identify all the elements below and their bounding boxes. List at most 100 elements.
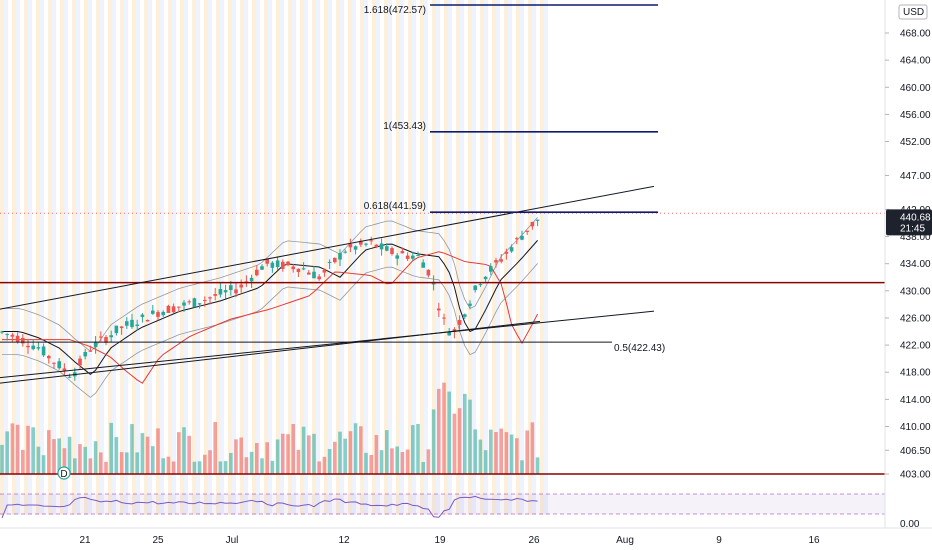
candle-body bbox=[447, 332, 451, 336]
candle-body bbox=[535, 219, 540, 221]
candle-body bbox=[327, 261, 332, 263]
session-stripe bbox=[8, 0, 12, 515]
volume-bar bbox=[218, 461, 223, 474]
moving-average-line bbox=[2, 251, 539, 384]
rsi-band bbox=[0, 494, 885, 514]
volume-bar bbox=[400, 452, 405, 474]
y-tick-label: 422.00 bbox=[900, 341, 931, 352]
session-stripe bbox=[316, 0, 320, 515]
candle-body bbox=[15, 335, 20, 343]
candle-body bbox=[135, 324, 139, 327]
session-stripe bbox=[420, 0, 424, 515]
y-tick-label: 406.50 bbox=[900, 446, 931, 457]
volume-bar bbox=[520, 460, 524, 474]
session-stripe bbox=[484, 0, 488, 515]
volume-bar bbox=[26, 425, 30, 474]
x-tick-label: 16 bbox=[808, 535, 820, 546]
volume-bar bbox=[535, 457, 540, 474]
candle-body bbox=[478, 284, 483, 286]
volume-bar bbox=[130, 424, 134, 474]
session-stripe bbox=[4, 0, 8, 515]
session-stripe bbox=[384, 0, 388, 515]
session-stripe bbox=[116, 0, 120, 515]
candle-body bbox=[255, 269, 259, 276]
session-stripe bbox=[344, 0, 348, 515]
y-tick-label: 430.00 bbox=[900, 286, 931, 297]
volume-bar bbox=[140, 433, 145, 474]
session-stripe bbox=[332, 0, 336, 515]
session-stripe bbox=[328, 0, 332, 515]
session-stripe bbox=[468, 0, 472, 515]
candle-body bbox=[317, 276, 321, 280]
session-stripe bbox=[108, 0, 112, 515]
session-stripe bbox=[500, 0, 504, 515]
candle-body bbox=[213, 294, 217, 296]
volume-bar bbox=[364, 452, 368, 474]
session-stripe bbox=[516, 0, 520, 515]
session-stripe bbox=[24, 0, 28, 515]
candle-body bbox=[151, 310, 155, 314]
rsi-line bbox=[1, 495, 538, 519]
volume-bar bbox=[421, 461, 425, 474]
candle-body bbox=[31, 345, 35, 350]
session-stripe bbox=[56, 0, 60, 515]
volume-bar bbox=[156, 428, 160, 474]
candle-body bbox=[270, 262, 275, 268]
candle-body bbox=[411, 255, 415, 259]
volume-bar bbox=[31, 427, 35, 474]
volume-bar bbox=[312, 433, 316, 474]
session-stripe bbox=[196, 0, 200, 515]
candle-body bbox=[104, 337, 108, 343]
candle-body bbox=[182, 302, 186, 306]
volume-bar bbox=[281, 433, 285, 474]
y-tick-label: 464.00 bbox=[900, 56, 931, 67]
candle-body bbox=[93, 341, 98, 348]
volume-bar bbox=[57, 438, 61, 474]
candle-body bbox=[348, 244, 353, 248]
volume-bar bbox=[442, 382, 446, 474]
session-stripe bbox=[436, 0, 440, 515]
last-price-tag bbox=[886, 209, 932, 236]
session-stripe bbox=[0, 0, 4, 515]
y-tick-label: 460.00 bbox=[900, 83, 931, 94]
volume-bar bbox=[457, 408, 462, 474]
candle-body bbox=[21, 337, 25, 344]
session-stripe bbox=[324, 0, 328, 515]
candle-body bbox=[390, 248, 394, 254]
session-stripe bbox=[288, 0, 292, 515]
session-stripe bbox=[512, 0, 516, 515]
session-stripe bbox=[244, 0, 248, 515]
y-tick-label: 410.00 bbox=[900, 422, 931, 433]
y-tick-label: 418.00 bbox=[900, 368, 931, 379]
volume-bar bbox=[249, 451, 254, 474]
volume-bar bbox=[468, 399, 472, 474]
candle-body bbox=[52, 362, 56, 364]
volume-bar bbox=[275, 439, 280, 474]
volume-bar bbox=[223, 461, 228, 474]
session-stripe bbox=[340, 0, 344, 515]
candle-body bbox=[26, 345, 30, 348]
session-stripe bbox=[112, 0, 116, 515]
x-tick-label: Aug bbox=[616, 535, 634, 546]
volume-bar bbox=[509, 434, 514, 474]
session-stripe bbox=[84, 0, 88, 515]
candle-body bbox=[421, 262, 425, 268]
session-stripe bbox=[128, 0, 132, 515]
session-stripe bbox=[348, 0, 352, 515]
candle-body bbox=[140, 314, 145, 317]
volume-bar bbox=[390, 448, 394, 474]
volume-bar bbox=[125, 452, 129, 474]
volume-bar bbox=[317, 461, 321, 474]
session-stripe bbox=[388, 0, 392, 515]
candle-body bbox=[499, 259, 503, 262]
candle-body bbox=[353, 246, 358, 250]
candle-body bbox=[57, 361, 61, 369]
volume-bar bbox=[171, 461, 176, 474]
volume-bar bbox=[286, 434, 290, 474]
candle-body bbox=[515, 238, 519, 240]
volume-bar bbox=[104, 461, 108, 474]
candle-body bbox=[265, 258, 269, 264]
candle-body bbox=[338, 253, 342, 260]
session-stripe bbox=[312, 0, 316, 515]
